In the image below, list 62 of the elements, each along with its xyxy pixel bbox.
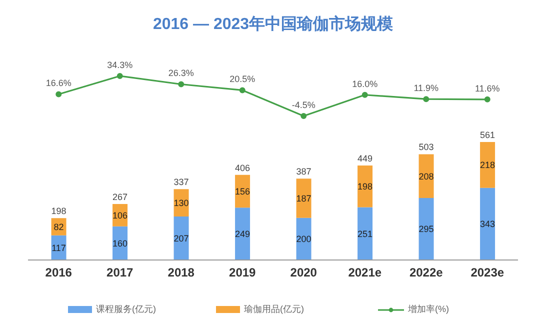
x-tick-label: 2022e [409, 266, 444, 280]
data-label: 106 [112, 210, 128, 220]
data-label: 208 [418, 171, 434, 182]
point [362, 92, 368, 98]
total-label: 561 [480, 130, 496, 140]
data-label: 249 [235, 229, 250, 240]
total-label: 387 [296, 166, 312, 177]
data-label: 156 [235, 186, 250, 196]
data-label: 26.3% [168, 68, 194, 78]
data-label: 343 [480, 219, 496, 230]
x-tick-label: 2021e [348, 266, 382, 280]
data-label: -4.5% [292, 100, 316, 110]
total-label: 449 [358, 154, 373, 164]
data-label: 295 [418, 224, 434, 234]
chart-title: 2016 — 2023年中国瑜伽市场规模 [152, 14, 394, 35]
bar [418, 198, 434, 260]
data-label: 11.9% [414, 83, 439, 94]
point [484, 96, 490, 102]
legend-label: 瑜伽用品(亿元) [244, 303, 304, 316]
point [239, 87, 246, 94]
total-label: 198 [51, 206, 66, 216]
point [116, 73, 123, 79]
data-label: 16.0% [352, 78, 378, 89]
bar [235, 208, 250, 260]
data-label: 11.6% [474, 83, 500, 94]
data-label: 198 [358, 182, 373, 192]
data-label: 200 [296, 234, 312, 244]
bar [358, 207, 373, 260]
point [56, 91, 62, 98]
x-tick-label: 2018 [168, 266, 195, 280]
bar [296, 218, 312, 260]
legend-label: 课程服务(亿元) [96, 303, 156, 316]
total-label: 337 [174, 177, 189, 188]
legend-label: 增加率(%) [408, 303, 449, 316]
point [300, 113, 307, 119]
data-label: 251 [358, 228, 373, 239]
data-label: 82 [54, 222, 64, 232]
x-tick-label: 2019 [229, 266, 256, 280]
x-tick-label: 2016 [45, 266, 72, 280]
data-label: 218 [480, 160, 496, 170]
data-label: 16.6% [46, 78, 72, 88]
total-label: 503 [418, 142, 434, 152]
point [178, 81, 184, 88]
data-label: 160 [112, 238, 128, 248]
data-label: 34.3% [107, 60, 133, 70]
data-label: 187 [296, 193, 312, 204]
total-label: 406 [235, 162, 250, 173]
total-label: 267 [112, 192, 128, 202]
bar [480, 188, 496, 260]
bar [296, 178, 312, 218]
x-tick-label: 2017 [106, 266, 134, 280]
bar [480, 142, 496, 188]
bar [418, 154, 434, 198]
data-label: 117 [52, 242, 66, 253]
data-label: 130 [174, 198, 189, 208]
data-label: 207 [174, 233, 189, 244]
bar [358, 166, 373, 208]
point [423, 96, 430, 102]
x-tick-label: 2023e [470, 266, 504, 280]
bar [174, 216, 189, 260]
x-tick-label: 2020 [290, 266, 318, 280]
data-label: 20.5% [230, 74, 256, 84]
